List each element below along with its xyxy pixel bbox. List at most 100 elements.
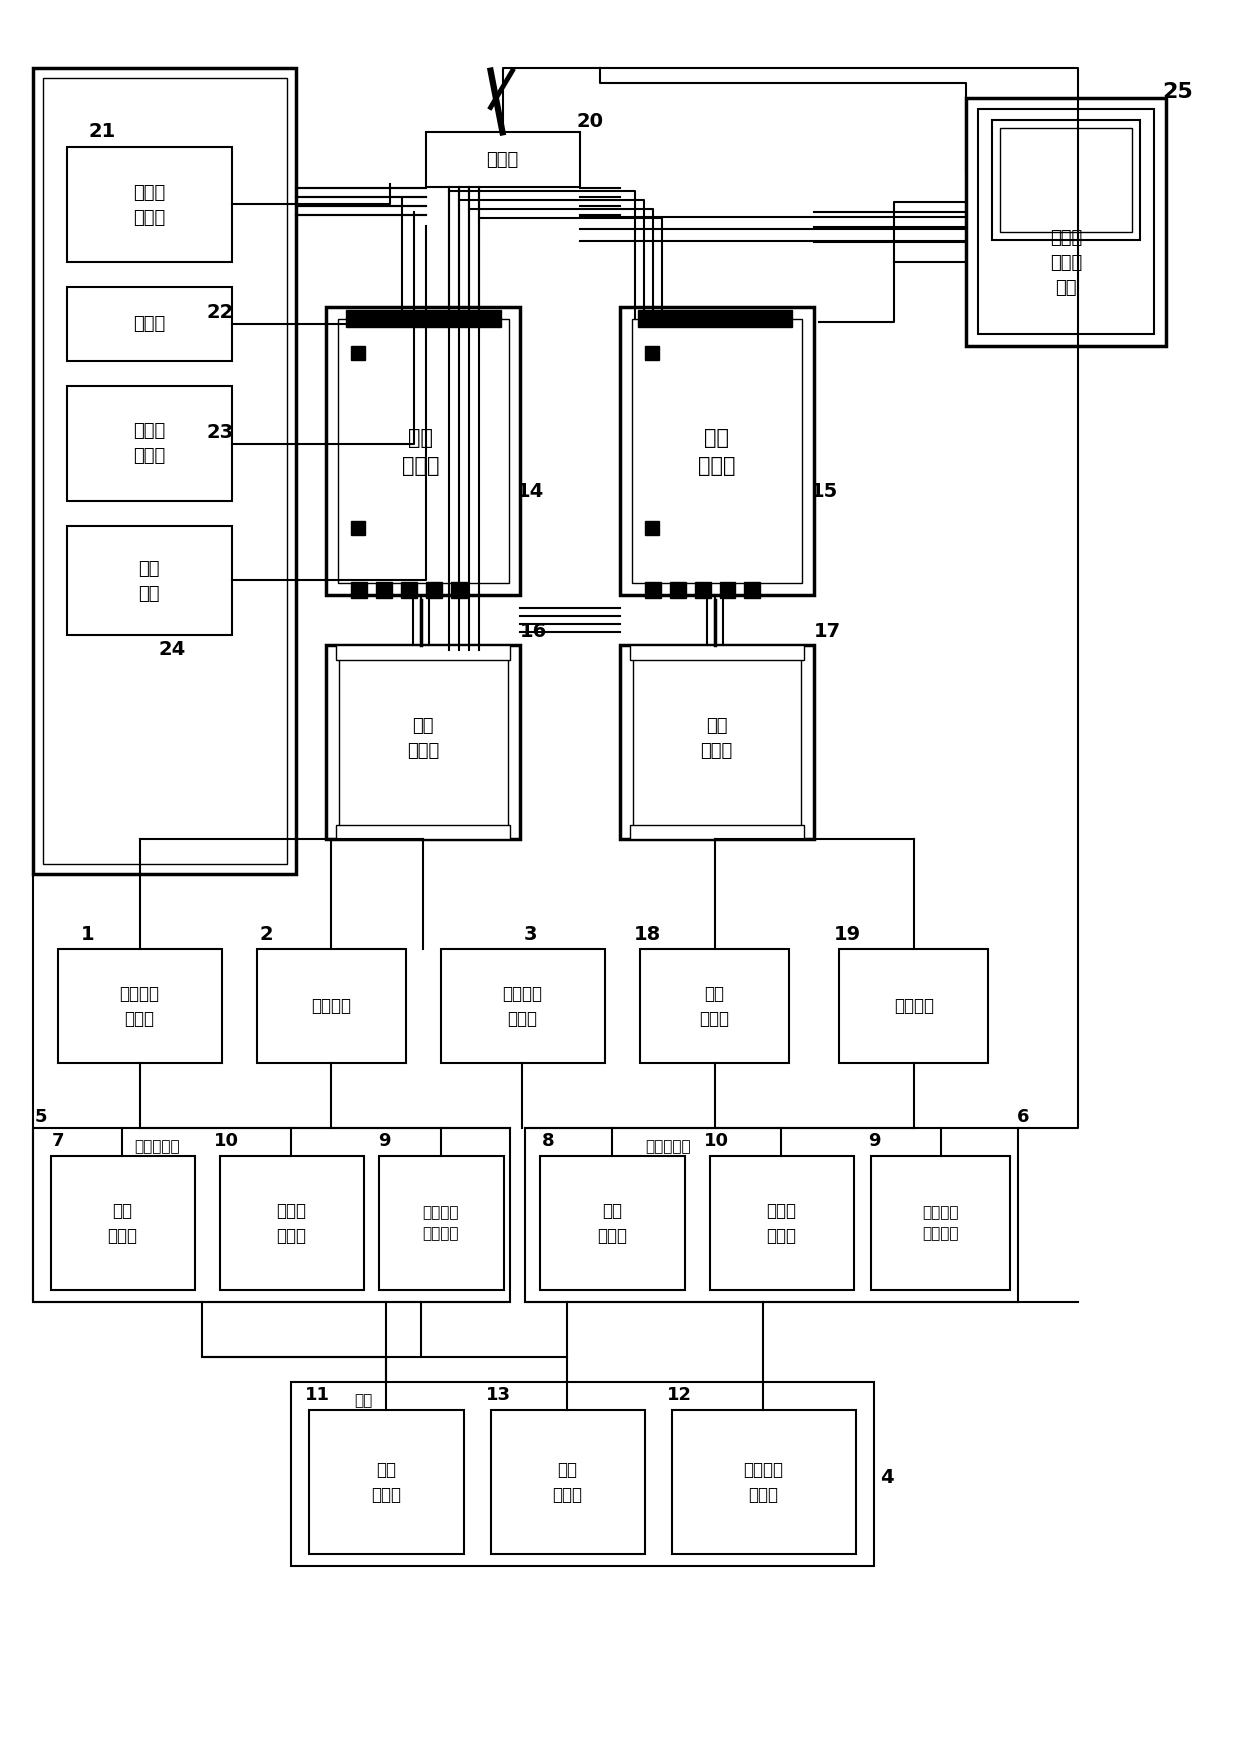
Text: 计程仪: 计程仪 bbox=[133, 315, 165, 334]
Bar bbox=[630, 645, 805, 661]
Bar bbox=[670, 583, 686, 599]
Bar bbox=[42, 79, 286, 864]
Bar bbox=[694, 583, 711, 599]
Text: 第二
采集箱: 第二 采集箱 bbox=[701, 717, 733, 759]
Bar bbox=[376, 583, 392, 599]
Text: 15: 15 bbox=[811, 481, 838, 501]
Bar bbox=[310, 1409, 464, 1555]
Text: 3: 3 bbox=[523, 924, 537, 944]
Text: 12: 12 bbox=[667, 1385, 692, 1402]
Text: 7: 7 bbox=[51, 1132, 63, 1149]
Text: 总管压力
传感器: 总管压力 传感器 bbox=[743, 1460, 784, 1502]
Bar bbox=[336, 645, 511, 661]
Text: 输出管
流量计: 输出管 流量计 bbox=[766, 1202, 796, 1244]
Bar bbox=[645, 583, 661, 599]
Text: 16: 16 bbox=[520, 622, 547, 640]
Bar bbox=[620, 307, 815, 596]
Text: 第一输出管: 第一输出管 bbox=[134, 1139, 180, 1154]
Text: 第二输出管: 第二输出管 bbox=[645, 1139, 691, 1154]
Bar bbox=[672, 1409, 856, 1555]
Bar bbox=[346, 311, 501, 329]
Text: 风机及
风机控
制箱: 风机及 风机控 制箱 bbox=[1050, 228, 1083, 297]
Bar bbox=[326, 645, 521, 840]
Text: 20: 20 bbox=[577, 112, 604, 130]
Text: 第一
采集箱: 第一 采集箱 bbox=[407, 717, 439, 759]
Bar bbox=[620, 645, 815, 840]
Bar bbox=[630, 826, 805, 840]
Bar bbox=[340, 659, 507, 828]
Bar bbox=[1001, 130, 1132, 232]
Text: 总管: 总管 bbox=[355, 1392, 372, 1407]
Text: 25: 25 bbox=[1162, 81, 1193, 102]
Text: 空隙率仪: 空隙率仪 bbox=[311, 996, 351, 1016]
Text: 总管
流量计: 总管 流量计 bbox=[552, 1460, 583, 1502]
Text: 左舷
控制箱: 左舷 控制箱 bbox=[402, 427, 440, 476]
Text: 舵角检
测装置: 舵角检 测装置 bbox=[133, 422, 165, 466]
Bar bbox=[339, 320, 508, 583]
Bar bbox=[67, 387, 232, 501]
Bar bbox=[541, 1156, 684, 1290]
Text: 13: 13 bbox=[486, 1385, 511, 1402]
Text: 22: 22 bbox=[206, 302, 233, 322]
Bar bbox=[966, 98, 1166, 348]
Bar bbox=[67, 527, 232, 636]
Bar bbox=[992, 121, 1140, 241]
Text: 18: 18 bbox=[634, 924, 661, 944]
Bar bbox=[451, 583, 466, 599]
Text: 第二
控制阀: 第二 控制阀 bbox=[596, 1202, 627, 1244]
Text: 8: 8 bbox=[542, 1132, 554, 1149]
Bar bbox=[637, 311, 792, 329]
Bar bbox=[491, 1409, 645, 1555]
Bar bbox=[379, 1156, 503, 1290]
Bar bbox=[257, 949, 405, 1063]
Bar bbox=[632, 320, 802, 583]
Bar bbox=[326, 307, 521, 596]
Bar bbox=[719, 583, 735, 599]
Text: 船底压力
传感器: 船底压力 传感器 bbox=[502, 984, 542, 1028]
Text: 9: 9 bbox=[868, 1132, 882, 1149]
Bar bbox=[57, 949, 222, 1063]
Text: 监控台: 监控台 bbox=[486, 151, 518, 169]
Text: 24: 24 bbox=[159, 640, 186, 659]
Bar bbox=[645, 522, 658, 536]
Bar bbox=[67, 288, 232, 362]
Bar bbox=[219, 1156, 365, 1290]
Bar bbox=[632, 659, 801, 828]
Text: 油耗
流量计: 油耗 流量计 bbox=[699, 984, 729, 1028]
Text: 轴功率仪: 轴功率仪 bbox=[894, 996, 934, 1016]
Bar bbox=[32, 1128, 511, 1302]
Bar bbox=[32, 69, 296, 875]
Bar bbox=[645, 348, 658, 362]
Bar bbox=[401, 583, 417, 599]
Bar bbox=[351, 522, 365, 536]
Text: 11: 11 bbox=[305, 1385, 330, 1402]
Bar bbox=[336, 826, 511, 840]
Text: 14: 14 bbox=[517, 481, 544, 501]
Bar bbox=[709, 1156, 854, 1290]
Text: 5: 5 bbox=[35, 1107, 47, 1124]
Text: 2: 2 bbox=[259, 924, 273, 944]
Text: 气层厚度
测量仪: 气层厚度 测量仪 bbox=[119, 984, 159, 1028]
Bar bbox=[351, 583, 367, 599]
Bar bbox=[291, 1383, 874, 1565]
Text: 21: 21 bbox=[89, 121, 117, 141]
Text: 17: 17 bbox=[813, 622, 841, 640]
Text: 惯导
系统: 惯导 系统 bbox=[139, 559, 160, 603]
Text: 输出管
流量计: 输出管 流量计 bbox=[277, 1202, 306, 1244]
Text: 6: 6 bbox=[1017, 1107, 1029, 1124]
Bar bbox=[425, 134, 580, 188]
Text: 10: 10 bbox=[704, 1132, 729, 1149]
Bar bbox=[744, 583, 760, 599]
Text: 输出管压
力传感器: 输出管压 力传感器 bbox=[923, 1205, 959, 1240]
Bar bbox=[839, 949, 988, 1063]
Text: 9: 9 bbox=[378, 1132, 391, 1149]
Text: 总管
控制阀: 总管 控制阀 bbox=[371, 1460, 401, 1502]
Text: 输出管压
力传感器: 输出管压 力传感器 bbox=[423, 1205, 459, 1240]
Text: 4: 4 bbox=[880, 1467, 894, 1486]
Bar bbox=[640, 949, 789, 1063]
Text: 1: 1 bbox=[81, 924, 94, 944]
Bar bbox=[440, 949, 605, 1063]
Text: 23: 23 bbox=[206, 422, 233, 441]
Text: 右舷
控制箱: 右舷 控制箱 bbox=[698, 427, 735, 476]
Text: 19: 19 bbox=[833, 924, 861, 944]
